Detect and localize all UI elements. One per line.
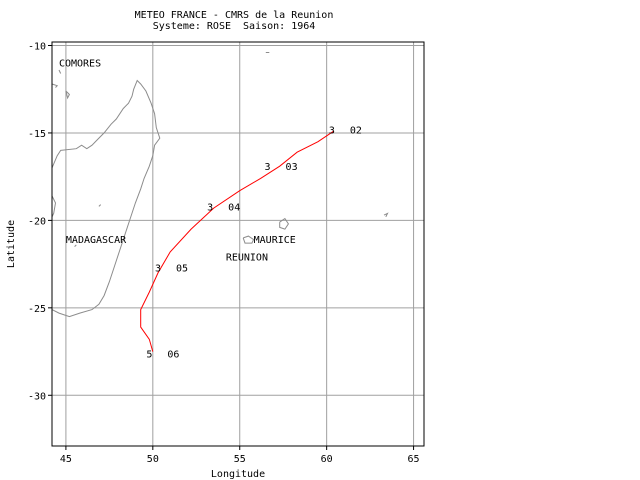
- place-labels: COMORES MADAGASCAR MAURICE REUNION: [59, 58, 296, 263]
- coastline: [74, 244, 77, 247]
- track-intensity-label: 5: [146, 349, 152, 360]
- coastline: [58, 69, 62, 74]
- y-tick-label: -10: [28, 41, 46, 52]
- track-intensity-label: 3: [207, 202, 213, 213]
- place-label: MAURICE: [254, 235, 296, 246]
- track-day-label: 02: [350, 125, 362, 136]
- x-tick-label: 50: [147, 454, 159, 465]
- axis-ticks: 45 50 55 60 65 -10 -15 -20 -25 -30: [28, 41, 420, 465]
- coastline: [51, 195, 57, 218]
- coastlines: [51, 52, 389, 318]
- track-intensity-label: 3: [265, 162, 271, 173]
- x-tick-label: 45: [60, 454, 72, 465]
- y-tick-label: -30: [28, 391, 46, 402]
- x-tick-label: 55: [234, 454, 246, 465]
- plot-frame: [51, 41, 425, 447]
- chart-title-line-2: Systeme: ROSE Saison: 1964: [152, 21, 316, 32]
- track-day-label: 06: [167, 349, 179, 360]
- coastline: [65, 90, 71, 100]
- coastline: [279, 217, 290, 230]
- x-tick-label: 60: [321, 454, 333, 465]
- y-tick-label: -20: [28, 216, 46, 227]
- coastline: [51, 83, 59, 88]
- track-positions: 3 02 3 03 3 04 3 05 5 06: [146, 125, 362, 360]
- x-tick-label: 65: [408, 454, 420, 465]
- coastline: [51, 79, 161, 318]
- coastline: [242, 235, 255, 244]
- storm-track-line: [140, 130, 334, 352]
- place-label: MADAGASCAR: [66, 235, 127, 246]
- place-label: REUNION: [226, 253, 268, 264]
- track-layer: [140, 130, 334, 352]
- track-day-label: 04: [228, 202, 240, 213]
- y-tick-label: -25: [28, 304, 46, 315]
- chart-title-line-1: METEO FRANCE - CMRS de la Reunion: [134, 10, 334, 21]
- track-day-label: 05: [176, 264, 188, 275]
- track-day-label: 03: [286, 162, 298, 173]
- y-axis-label: Latitude: [6, 220, 17, 268]
- track-intensity-label: 3: [329, 125, 335, 136]
- coastline: [383, 212, 389, 218]
- track-intensity-label: 3: [155, 264, 161, 275]
- coastline: [98, 204, 102, 207]
- x-axis-label: Longitude: [211, 469, 265, 480]
- place-label: COMORES: [59, 58, 101, 69]
- y-tick-label: -15: [28, 129, 46, 140]
- grid-lines: [52, 42, 424, 446]
